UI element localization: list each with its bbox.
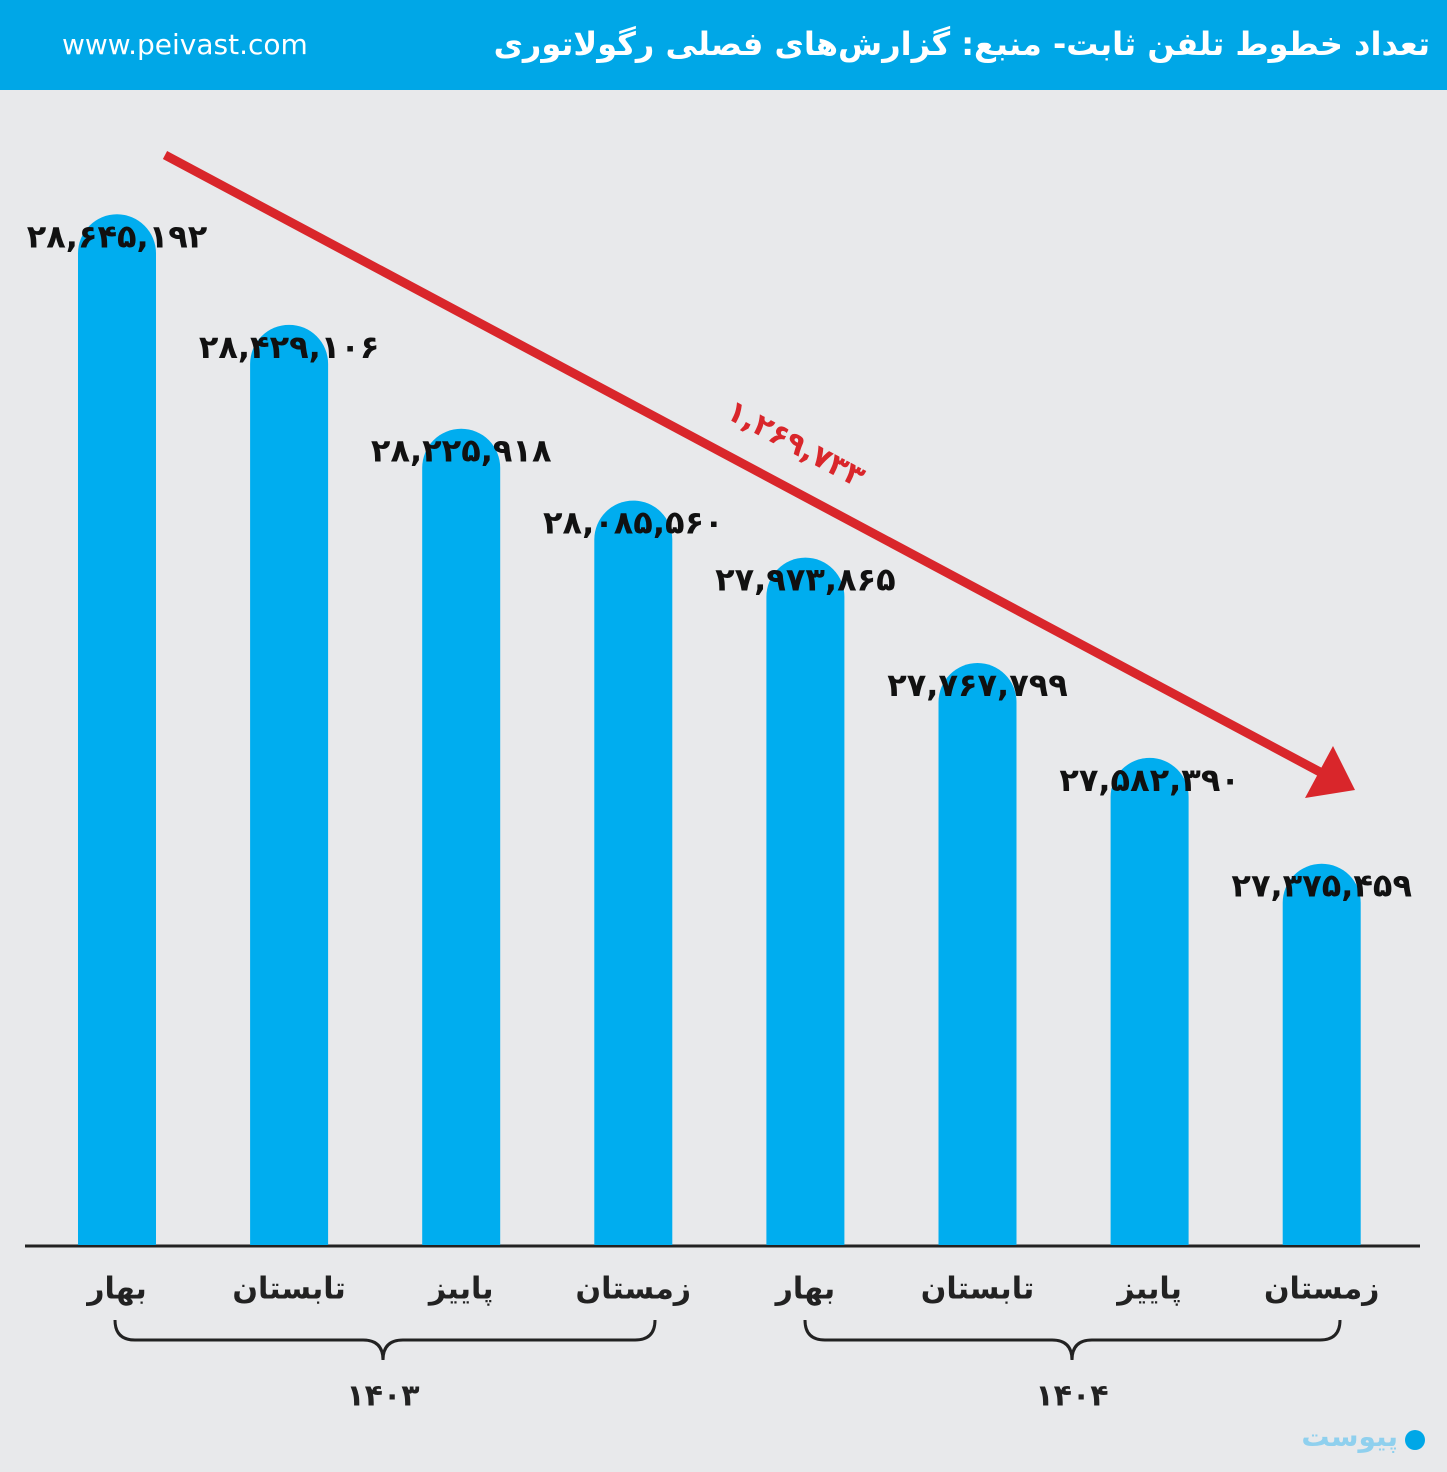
value-label: ۲۷,۹۷۳,۸۶۵	[715, 561, 896, 599]
trend-arrow	[162, 151, 1323, 776]
group-label: ۱۴۰۳	[346, 1379, 419, 1414]
arrow-head	[1305, 746, 1355, 798]
x-tick-label: زمستان	[576, 1272, 692, 1307]
website: www.peivast.com	[62, 28, 308, 61]
chart-title: تعداد خطوط تلفن ثابت- منبع: گزارش‌های فص…	[494, 25, 1430, 63]
group-label: ۱۴۰۴	[1035, 1379, 1108, 1414]
x-tick-label: زمستان	[1264, 1272, 1380, 1307]
group-brace	[803, 1319, 1342, 1361]
value-label: ۲۷,۷۶۷,۷۹۹	[887, 666, 1068, 704]
x-tick-label: بهار	[774, 1272, 836, 1307]
bar	[594, 500, 673, 1245]
value-label: ۲۷,۵۸۲,۳۹۰	[1059, 761, 1240, 799]
x-tick-label: پاییز	[427, 1272, 494, 1307]
x-tick-label: بهار	[85, 1272, 147, 1307]
value-label: ۲۸,۶۴۵,۱۹۲	[27, 217, 208, 255]
bar	[250, 324, 329, 1245]
bar	[422, 428, 501, 1245]
header	[0, 0, 1447, 90]
group-brace	[113, 1319, 657, 1361]
x-tick-label: تابستان	[232, 1272, 345, 1307]
x-tick-label: پاییز	[1115, 1272, 1182, 1307]
value-label: ۲۷,۳۷۵,۴۵۹	[1231, 867, 1412, 905]
value-label: ۲۸,۰۸۵,۵۶۰	[543, 504, 724, 542]
value-label: ۲۸,۲۲۵,۹۱۸	[371, 432, 552, 470]
bar	[938, 663, 1017, 1245]
bar	[766, 557, 845, 1245]
bar	[78, 214, 156, 1246]
logo-icon	[1405, 1430, 1425, 1450]
logo: پیوست	[1301, 1420, 1398, 1453]
x-tick-label: تابستان	[921, 1272, 1034, 1307]
bar	[1110, 757, 1189, 1245]
value-label: ۲۸,۴۲۹,۱۰۶	[199, 328, 380, 366]
bar	[1282, 863, 1361, 1245]
